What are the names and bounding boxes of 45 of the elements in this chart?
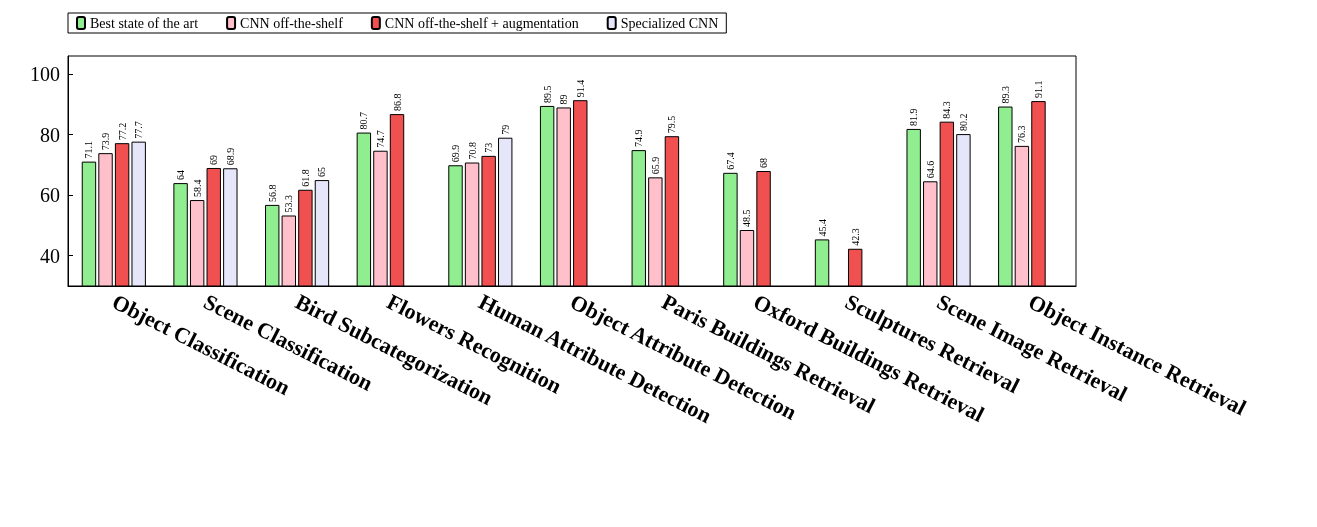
data-label: 73: [483, 142, 495, 153]
data-label: 67.4: [724, 152, 736, 170]
legend-label: CNN off-the-shelf: [240, 15, 344, 31]
data-label: 81.9: [908, 108, 920, 126]
data-label: 69.9: [450, 144, 461, 163]
data-label: 74.9: [633, 129, 645, 148]
data-label: 45.4: [816, 218, 828, 237]
data-label: 71.1: [83, 141, 95, 159]
data-label: 48.5: [741, 209, 753, 228]
y-tick-label: 40: [40, 244, 60, 267]
data-label: 64.6: [924, 160, 936, 179]
data-label: 76.3: [1016, 125, 1028, 143]
data-label: 89: [558, 94, 570, 105]
data-label: 74.7: [374, 130, 386, 148]
data-label: 91.4: [574, 79, 586, 98]
data-label: 73.9: [100, 132, 112, 151]
data-label: 77.7: [133, 121, 145, 139]
data-label: 65.9: [649, 156, 661, 175]
data-label: 58.4: [191, 179, 203, 198]
data-label: 77.2: [116, 122, 128, 141]
y-tick-label: 60: [40, 184, 60, 207]
data-label: 79: [499, 124, 511, 135]
data-label: 61.8: [299, 169, 311, 187]
data-label: 84.3: [941, 101, 953, 119]
data-label: 65: [316, 167, 328, 178]
data-label: 68: [758, 158, 770, 168]
legend-label: CNN off-the-shelf + augmentation: [384, 15, 579, 31]
data-label: 79.5: [666, 115, 678, 134]
data-label: 68.9: [224, 147, 236, 166]
data-label: 89.3: [999, 86, 1011, 104]
data-label: 64: [175, 170, 187, 181]
y-tick-label: 80: [40, 123, 60, 146]
data-label: 69: [208, 154, 220, 165]
data-label: 86.8: [391, 93, 403, 112]
data-label: 80.2: [957, 113, 969, 132]
legend-label: Best state of the art: [90, 15, 199, 31]
data-label: 56.8: [266, 184, 278, 202]
y-tick-label: 100: [30, 63, 60, 86]
data-label: 80.7: [358, 112, 370, 130]
legend-label: Specialized CNN: [620, 15, 719, 31]
data-label: 53.3: [283, 194, 295, 213]
data-label: 91.1: [1032, 80, 1044, 99]
data-label: 70.8: [466, 142, 478, 160]
data-label: 42.3: [849, 228, 861, 246]
data-label: 89.5: [541, 85, 553, 103]
